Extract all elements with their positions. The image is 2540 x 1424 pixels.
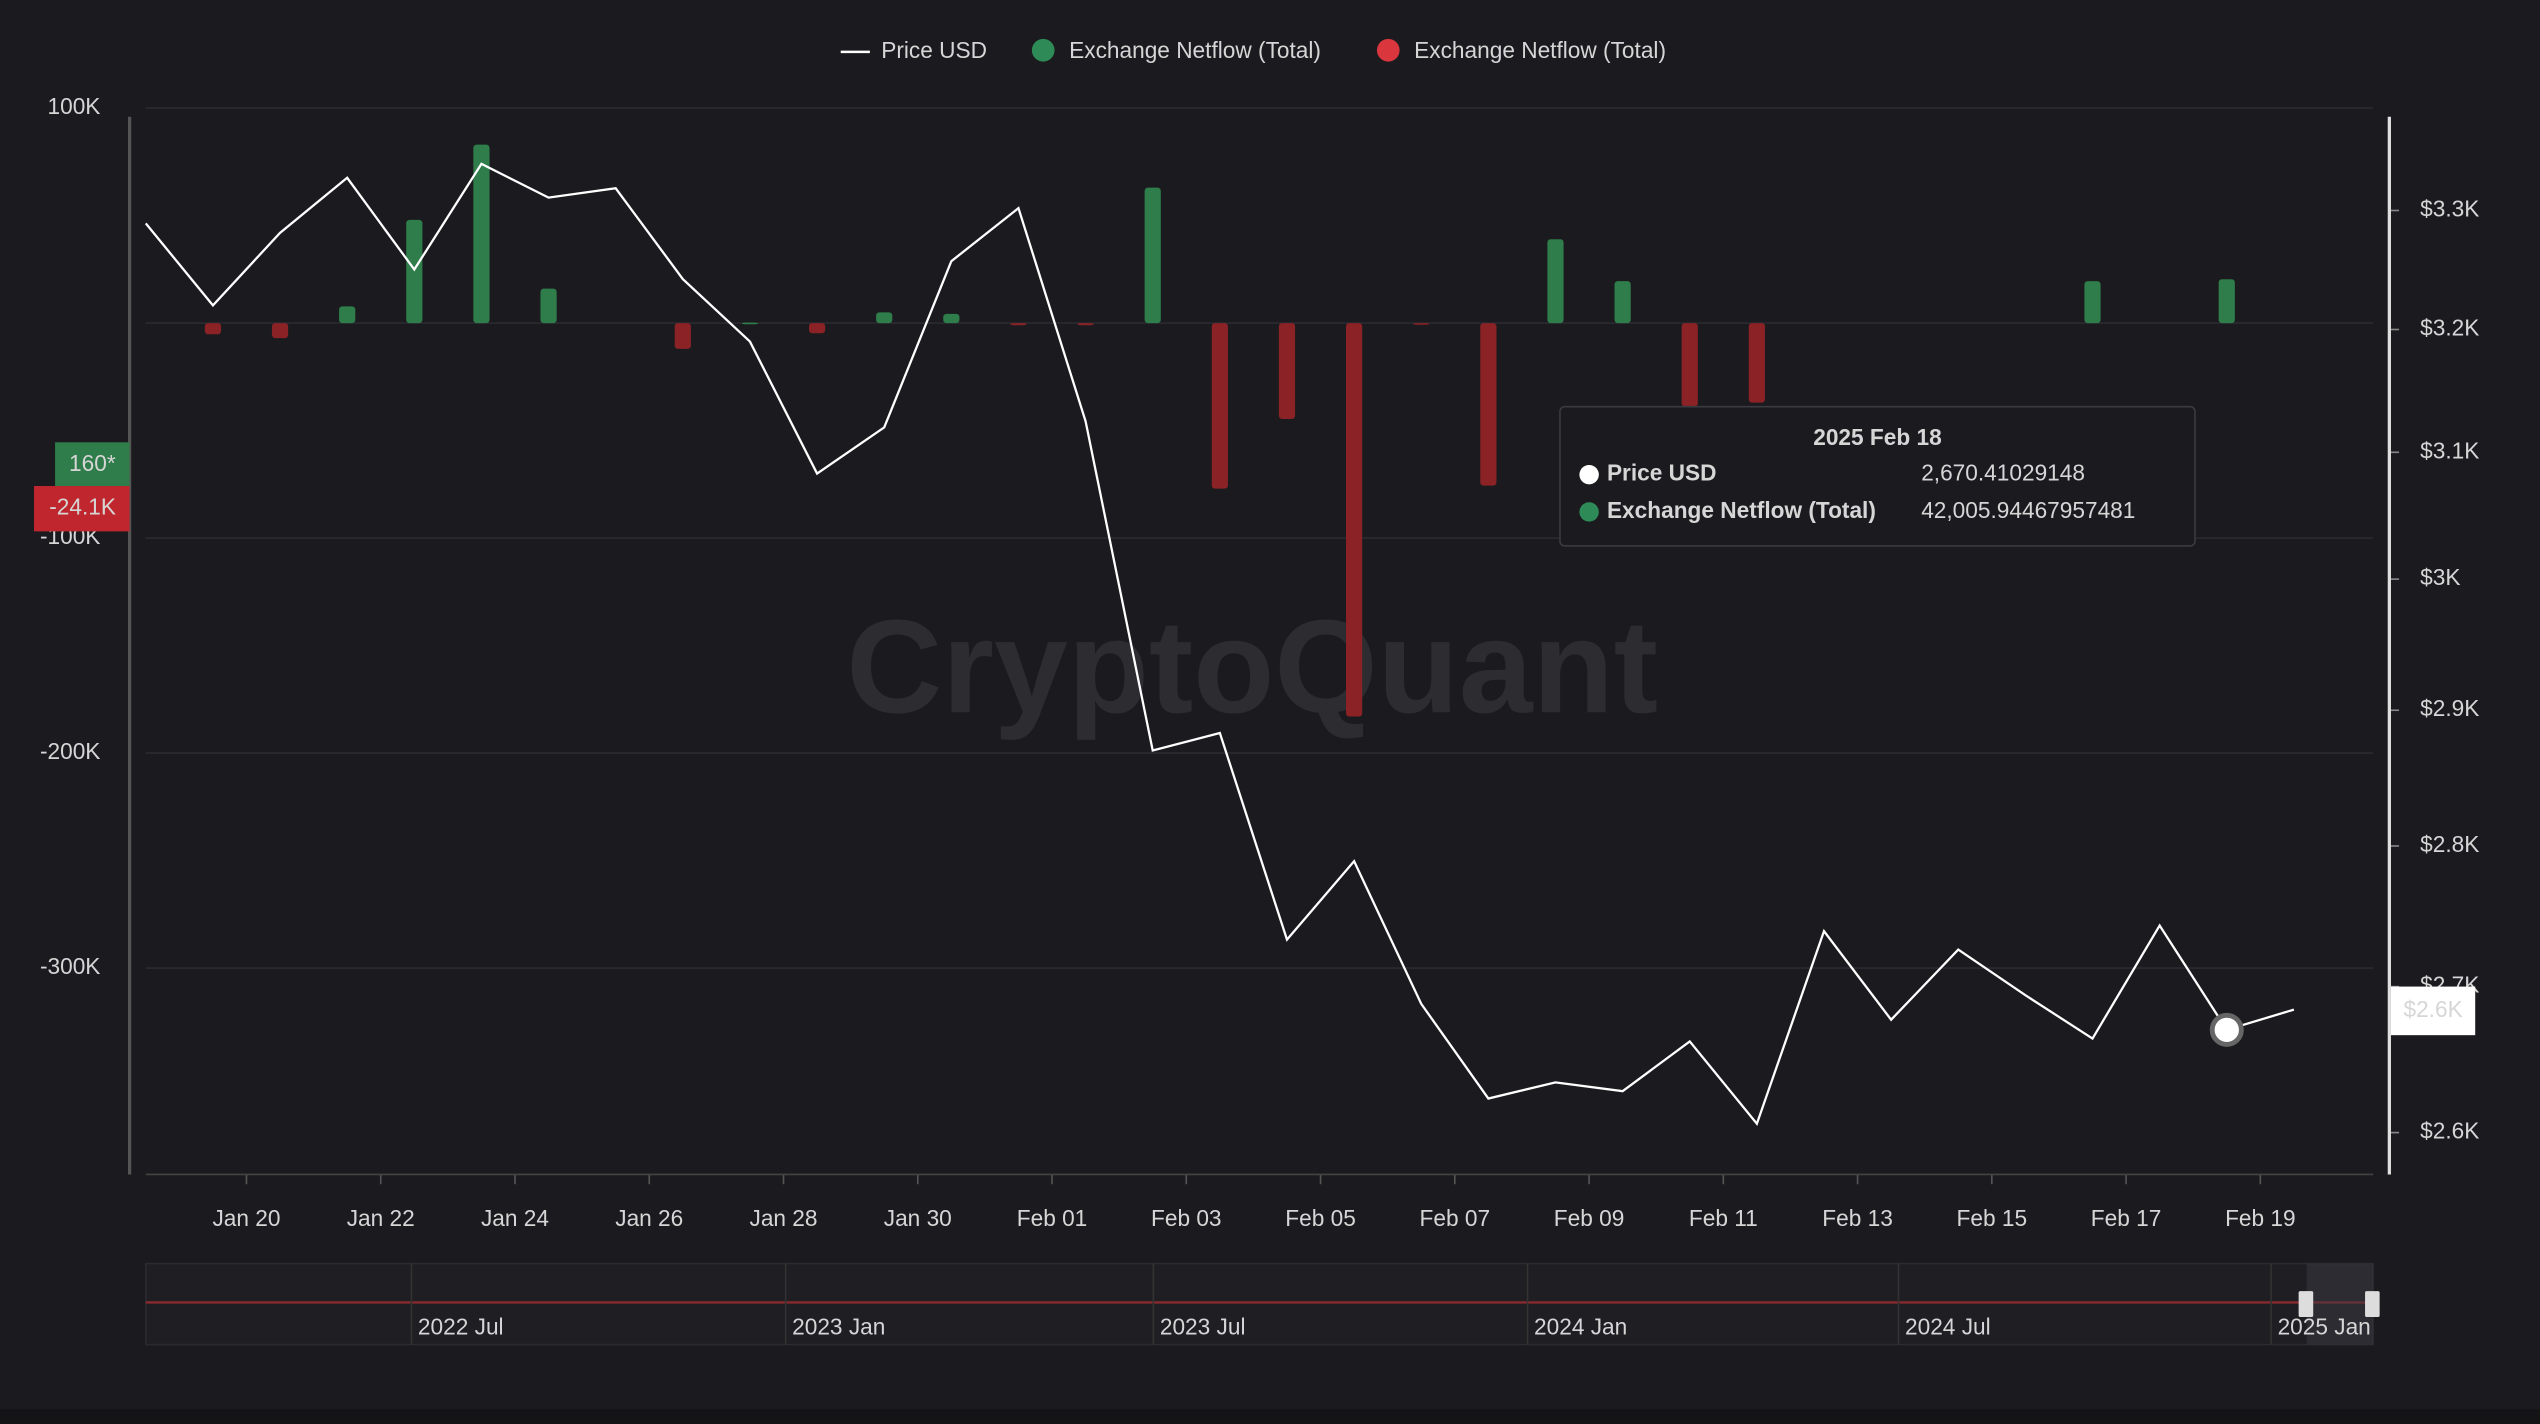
navigator-window <box>2306 1263 2374 1345</box>
x-tick-label: Jan 28 <box>749 1205 817 1231</box>
badge: $2.6K <box>2403 996 2462 1022</box>
bar <box>271 323 289 339</box>
tooltip-name: Exchange Netflow (Total) <box>1607 497 1876 523</box>
y2-tick-label: $3.3K <box>2420 195 2479 221</box>
tooltip-value: 42,005.94467957481 <box>1921 497 2135 523</box>
x-tick-label: Jan 30 <box>884 1205 952 1231</box>
bar <box>741 322 759 325</box>
bar <box>943 313 960 324</box>
bar <box>1077 323 1094 326</box>
bar <box>406 219 423 324</box>
navigator-label: 2025 Jan <box>2278 1313 2371 1339</box>
navigator-label: 2023 Jul <box>1160 1313 1246 1339</box>
bar <box>1278 323 1296 419</box>
bar <box>1010 323 1027 326</box>
navigator-label: 2024 Jul <box>1905 1313 1991 1339</box>
hover-point <box>2209 1012 2244 1047</box>
bar <box>2084 281 2101 324</box>
bar <box>674 323 691 349</box>
bar <box>473 144 490 324</box>
bar <box>1748 323 1765 403</box>
navigator-label: 2023 Jan <box>792 1313 885 1339</box>
legend-label: Price USD <box>881 37 987 63</box>
bar <box>1614 281 1631 324</box>
x-tick-label: Feb 17 <box>2091 1205 2162 1231</box>
x-tick-label: Jan 22 <box>347 1205 415 1231</box>
x-tick-label: Feb 03 <box>1151 1205 1222 1231</box>
y-tick-label: 100K <box>48 93 101 119</box>
y-tick-label: -200K <box>40 738 100 764</box>
y2-tick-label: $3.1K <box>2420 437 2479 463</box>
y2-tick-label: $3.2K <box>2420 314 2479 340</box>
navigator-label: 2022 Jul <box>418 1313 504 1339</box>
x-tick-label: Feb 05 <box>1285 1205 1356 1231</box>
navigator-handle <box>2365 1291 2380 1318</box>
badge-bg <box>34 486 130 532</box>
bar <box>540 288 557 324</box>
tooltip-dot <box>1579 502 1599 522</box>
y-tick-label: -300K <box>40 953 100 979</box>
x-tick-label: Feb 13 <box>1822 1205 1893 1231</box>
price-line <box>144 162 2295 1126</box>
x-tick-label: Feb 07 <box>1420 1205 1491 1231</box>
x-tick-label: Jan 24 <box>481 1205 549 1231</box>
x-tick-label: Feb 01 <box>1017 1205 1088 1231</box>
bar <box>204 323 222 335</box>
legend-label: Exchange Netflow (Total) <box>1414 37 1666 63</box>
x-tick-label: Feb 11 <box>1689 1205 1758 1231</box>
legend-label: Exchange Netflow (Total) <box>1069 37 1321 63</box>
navigator-handle <box>2298 1291 2314 1318</box>
y2-tick-label: $2.6K <box>2420 1118 2479 1144</box>
bar <box>1681 323 1698 407</box>
bar <box>2218 279 2235 324</box>
bar <box>808 323 826 334</box>
watermark: CryptoQuant <box>846 593 1658 741</box>
tooltip-title: 2025 Feb 18 <box>1813 424 1941 450</box>
bar <box>1346 323 1363 717</box>
x-tick-label: Feb 15 <box>1957 1205 2028 1231</box>
y2-tick-label: $2.8K <box>2420 831 2479 857</box>
x-tick-label: Jan 26 <box>615 1205 683 1231</box>
bar <box>876 312 893 324</box>
bar <box>1480 323 1497 486</box>
bar <box>1547 239 1564 324</box>
bar <box>1211 323 1228 489</box>
tooltip-value: 2,670.41029148 <box>1921 460 2085 486</box>
badge-bg <box>2390 986 2476 1036</box>
tooltip-name: Price USD <box>1607 460 1717 486</box>
y2-tick-label: $3K <box>2420 564 2460 590</box>
badge: 160* <box>69 450 116 476</box>
x-tick-label: Feb 19 <box>2225 1205 2296 1231</box>
tooltip-dot <box>1579 464 1599 485</box>
footer-strip <box>0 1409 2540 1424</box>
bar <box>339 306 356 324</box>
legend-swatch <box>1376 38 1400 62</box>
navigator-label: 2024 Jan <box>1534 1313 1627 1339</box>
y2-tick-label: $2.9K <box>2420 695 2479 721</box>
badge-bg <box>55 442 130 487</box>
legend-swatch <box>1031 38 1055 62</box>
tooltip-box <box>1559 405 2196 547</box>
bar <box>1413 323 1430 325</box>
badge: -24.1K <box>49 494 116 520</box>
x-tick-label: Jan 20 <box>212 1205 280 1231</box>
x-tick-label: Feb 09 <box>1554 1205 1625 1231</box>
bar <box>1144 187 1161 324</box>
